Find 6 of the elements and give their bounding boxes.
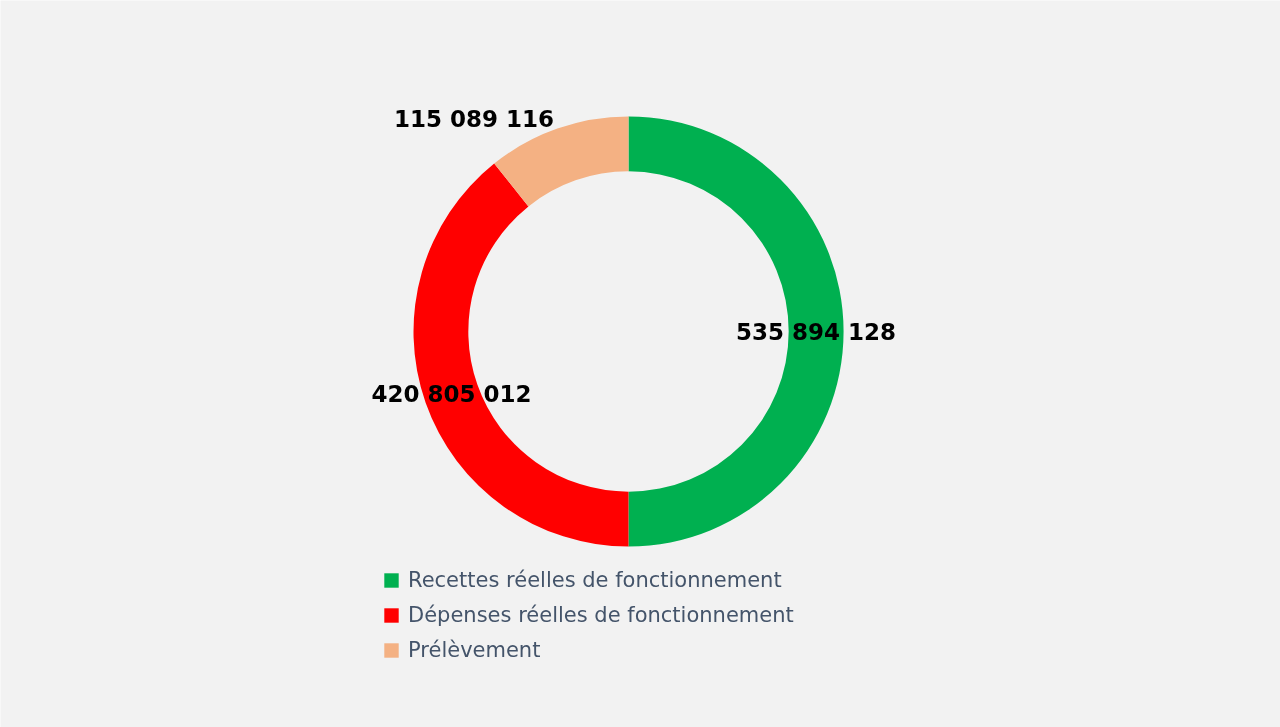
legend-label: Dépenses réelles de fonctionnement <box>408 602 794 627</box>
data-label: 420 805 012 <box>371 380 532 407</box>
data-label: 115 089 116 <box>393 106 555 133</box>
legend-label: Prélèvement <box>408 637 541 662</box>
data-label: 535 894 128 <box>736 318 897 345</box>
legend-label: Recettes réelles de fonctionnement <box>408 567 782 592</box>
